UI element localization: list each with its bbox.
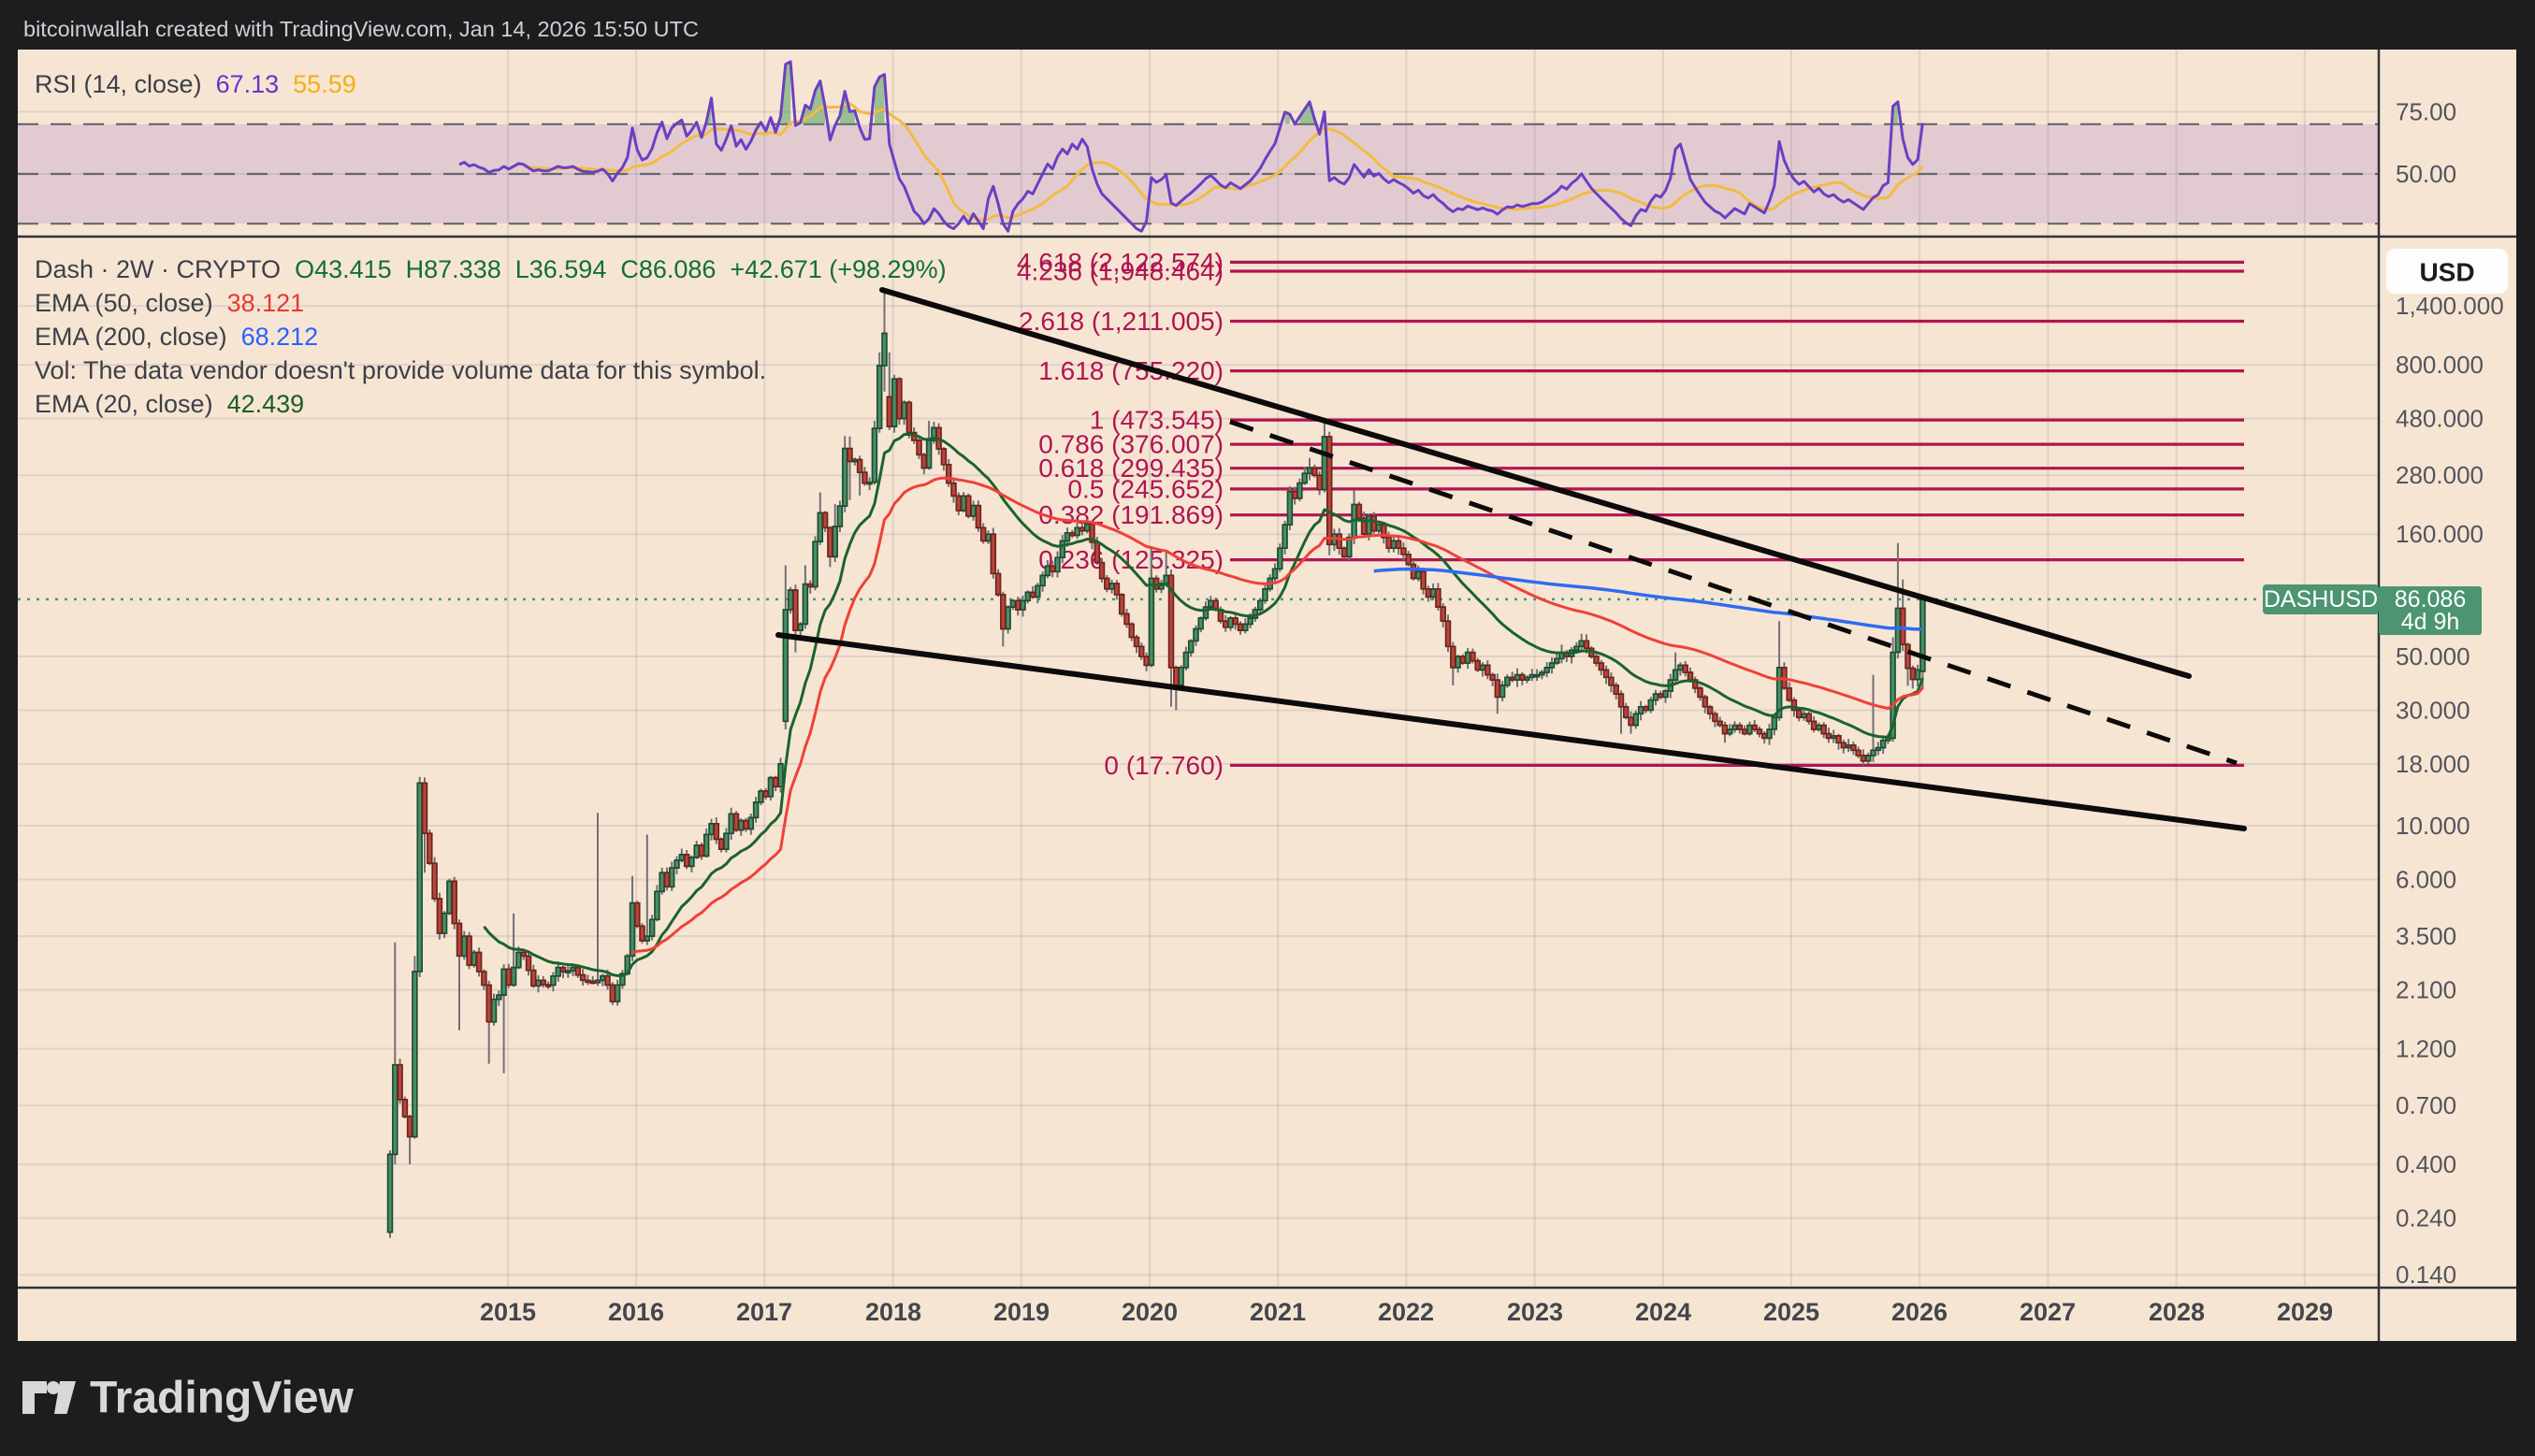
svg-text:800.000: 800.000 xyxy=(2396,351,2484,379)
svg-text:0.700: 0.700 xyxy=(2396,1091,2456,1119)
svg-text:Vol: The data vendor doesn't p: Vol: The data vendor doesn't provide vol… xyxy=(35,356,766,384)
svg-text:2021: 2021 xyxy=(1250,1298,1306,1326)
svg-text:10.000: 10.000 xyxy=(2396,812,2470,840)
svg-text:75.00: 75.00 xyxy=(2396,98,2456,126)
svg-text:2019: 2019 xyxy=(993,1298,1050,1326)
svg-text:2018: 2018 xyxy=(865,1298,921,1326)
svg-text:18.000: 18.000 xyxy=(2396,750,2470,778)
svg-text:4d 9h: 4d 9h xyxy=(2401,609,2460,635)
svg-text:2029: 2029 xyxy=(2277,1298,2333,1326)
svg-text:DASHUSD: DASHUSD xyxy=(2264,586,2378,613)
svg-text:4.236 (1,948.464): 4.236 (1,948.464) xyxy=(1017,257,1224,286)
svg-text:86.086: 86.086 xyxy=(2395,586,2466,613)
svg-text:3.500: 3.500 xyxy=(2396,922,2456,950)
svg-text:6.000: 6.000 xyxy=(2396,866,2456,894)
svg-text:1,400.000: 1,400.000 xyxy=(2396,292,2504,320)
svg-text:1 (473.545): 1 (473.545) xyxy=(1090,406,1224,435)
svg-text:0 (17.760): 0 (17.760) xyxy=(1104,751,1224,780)
svg-text:2017: 2017 xyxy=(736,1298,792,1326)
svg-text:280.000: 280.000 xyxy=(2396,461,2484,489)
svg-text:EMA (50, close) 38.121: EMA (50, close) 38.121 xyxy=(35,289,304,317)
svg-text:2025: 2025 xyxy=(1763,1298,1819,1326)
svg-text:0.240: 0.240 xyxy=(2396,1204,2456,1233)
svg-text:0.382 (191.869): 0.382 (191.869) xyxy=(1038,500,1224,529)
svg-text:EMA (200, close) 68.212: EMA (200, close) 68.212 xyxy=(35,323,318,351)
svg-text:2028: 2028 xyxy=(2149,1298,2205,1326)
svg-text:2024: 2024 xyxy=(1635,1298,1691,1326)
svg-text:0.400: 0.400 xyxy=(2396,1150,2456,1178)
svg-text:0.786 (376.007): 0.786 (376.007) xyxy=(1038,430,1224,459)
svg-text:2.618 (1,211.005): 2.618 (1,211.005) xyxy=(1019,307,1224,336)
svg-text:2015: 2015 xyxy=(480,1298,536,1326)
svg-text:2.100: 2.100 xyxy=(2396,976,2456,1004)
svg-text:TradingView: TradingView xyxy=(90,1374,355,1423)
svg-text:2022: 2022 xyxy=(1378,1298,1434,1326)
svg-text:2016: 2016 xyxy=(608,1298,664,1326)
svg-text:0.618 (299.435): 0.618 (299.435) xyxy=(1038,454,1224,483)
svg-text:0.5 (245.652): 0.5 (245.652) xyxy=(1067,474,1224,503)
svg-text:RSI (14, close) 67.13 55.59: RSI (14, close) 67.13 55.59 xyxy=(35,70,356,98)
svg-text:30.000: 30.000 xyxy=(2396,697,2470,725)
svg-text:50.00: 50.00 xyxy=(2396,160,2456,188)
svg-text:EMA (20, close) 42.439: EMA (20, close) 42.439 xyxy=(35,390,304,418)
svg-text:0.140: 0.140 xyxy=(2396,1261,2456,1289)
svg-text:160.000: 160.000 xyxy=(2396,520,2484,548)
svg-text:bitcoinwallah created with Tra: bitcoinwallah created with TradingView.c… xyxy=(23,17,699,41)
svg-text:USD: USD xyxy=(2419,258,2474,287)
svg-text:50.000: 50.000 xyxy=(2396,642,2470,670)
svg-text:Dash · 2W · CRYPTO O43.415 H: Dash · 2W · CRYPTO O43.415 H87.338 L36.5… xyxy=(35,255,947,283)
svg-text:2026: 2026 xyxy=(1891,1298,1948,1326)
svg-text:2023: 2023 xyxy=(1507,1298,1563,1326)
svg-text:4.618 (2,122.574): 4.618 (2,122.574) xyxy=(1017,248,1224,277)
svg-text:2020: 2020 xyxy=(1122,1298,1178,1326)
svg-text:480.000: 480.000 xyxy=(2396,405,2484,433)
svg-text:1.200: 1.200 xyxy=(2396,1035,2456,1063)
svg-text:2027: 2027 xyxy=(2020,1298,2076,1326)
